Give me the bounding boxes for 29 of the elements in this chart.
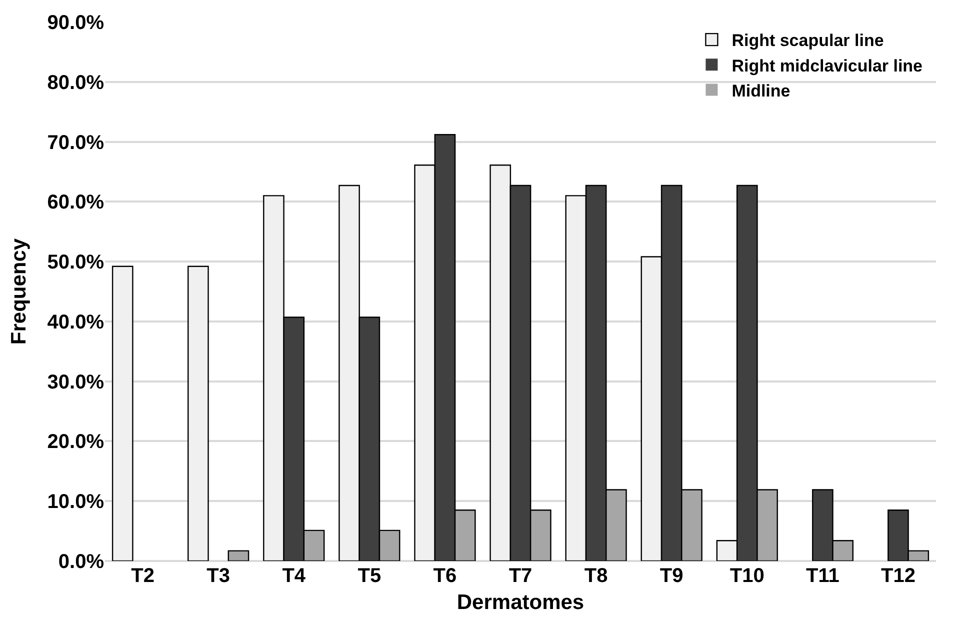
bar — [188, 266, 209, 561]
x-tick-label: T12 — [880, 565, 916, 587]
x-tick-label: T5 — [358, 565, 382, 587]
legend-label: Right midclavicular line — [732, 56, 923, 76]
y-tick-label: 90.0% — [47, 12, 104, 34]
bar — [112, 266, 134, 561]
y-tick-label: 60.0% — [47, 192, 104, 214]
x-tick-label: T6 — [433, 565, 457, 587]
y-tick-label: 70.0% — [47, 132, 104, 154]
x-tick-label: T2 — [131, 565, 154, 587]
y-tick-label: 10.0% — [47, 491, 104, 514]
x-tick-label: T8 — [584, 565, 608, 587]
x-tick-label: T11 — [806, 565, 840, 587]
y-axis-title: Frequency — [7, 238, 30, 345]
y-tick-label: 0.0% — [58, 551, 104, 573]
y-tick-label: 30.0% — [47, 371, 104, 394]
x-tick-label: T4 — [282, 565, 306, 587]
x-tick-label: T7 — [508, 565, 532, 587]
legend-label: Right scapular line — [732, 31, 884, 50]
y-tick-label: 40.0% — [47, 311, 104, 334]
x-axis-title: Dermatomes — [456, 591, 584, 614]
bar — [228, 550, 250, 561]
y-tick-label: 80.0% — [47, 72, 104, 94]
x-tick-label: T9 — [660, 565, 684, 587]
y-tick-label: 50.0% — [47, 252, 104, 274]
legend-label: Midline — [732, 81, 790, 100]
x-tick-label: T3 — [206, 565, 230, 587]
x-tick-label: T10 — [730, 565, 764, 587]
y-tick-label: 20.0% — [47, 431, 104, 454]
